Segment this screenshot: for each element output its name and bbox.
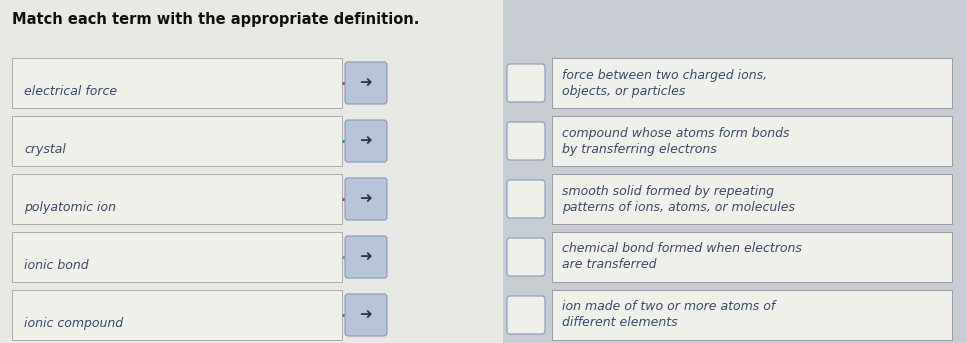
- FancyBboxPatch shape: [507, 296, 545, 334]
- FancyBboxPatch shape: [552, 116, 952, 166]
- FancyBboxPatch shape: [552, 290, 952, 340]
- Text: ➜: ➜: [360, 191, 372, 206]
- Text: ion made of two or more atoms of
different elements: ion made of two or more atoms of differe…: [562, 300, 776, 330]
- FancyBboxPatch shape: [507, 180, 545, 218]
- FancyBboxPatch shape: [552, 174, 952, 224]
- FancyBboxPatch shape: [345, 120, 387, 162]
- Text: ➜: ➜: [360, 308, 372, 322]
- FancyBboxPatch shape: [507, 64, 545, 102]
- Text: crystal: crystal: [24, 143, 66, 156]
- Text: chemical bond formed when electrons
are transferred: chemical bond formed when electrons are …: [562, 243, 802, 272]
- FancyBboxPatch shape: [12, 116, 342, 166]
- FancyBboxPatch shape: [503, 0, 967, 343]
- Text: polyatomic ion: polyatomic ion: [24, 201, 116, 214]
- FancyBboxPatch shape: [345, 294, 387, 336]
- Text: ➜: ➜: [360, 75, 372, 91]
- FancyBboxPatch shape: [507, 238, 545, 276]
- FancyBboxPatch shape: [345, 178, 387, 220]
- Text: ionic compound: ionic compound: [24, 317, 123, 330]
- Text: smooth solid formed by repeating
patterns of ions, atoms, or molecules: smooth solid formed by repeating pattern…: [562, 185, 795, 213]
- FancyBboxPatch shape: [552, 232, 952, 282]
- FancyBboxPatch shape: [0, 0, 503, 343]
- FancyBboxPatch shape: [12, 290, 342, 340]
- FancyBboxPatch shape: [552, 58, 952, 108]
- Text: compound whose atoms form bonds
by transferring electrons: compound whose atoms form bonds by trans…: [562, 127, 789, 155]
- Text: force between two charged ions,
objects, or particles: force between two charged ions, objects,…: [562, 69, 767, 97]
- FancyBboxPatch shape: [12, 58, 342, 108]
- Text: electrical force: electrical force: [24, 85, 117, 98]
- FancyBboxPatch shape: [12, 174, 342, 224]
- Text: ➜: ➜: [360, 249, 372, 264]
- FancyBboxPatch shape: [345, 236, 387, 278]
- FancyBboxPatch shape: [12, 232, 342, 282]
- FancyBboxPatch shape: [507, 122, 545, 160]
- FancyBboxPatch shape: [345, 62, 387, 104]
- Text: Match each term with the appropriate definition.: Match each term with the appropriate def…: [12, 12, 420, 27]
- Text: ionic bond: ionic bond: [24, 259, 89, 272]
- Text: ➜: ➜: [360, 133, 372, 149]
